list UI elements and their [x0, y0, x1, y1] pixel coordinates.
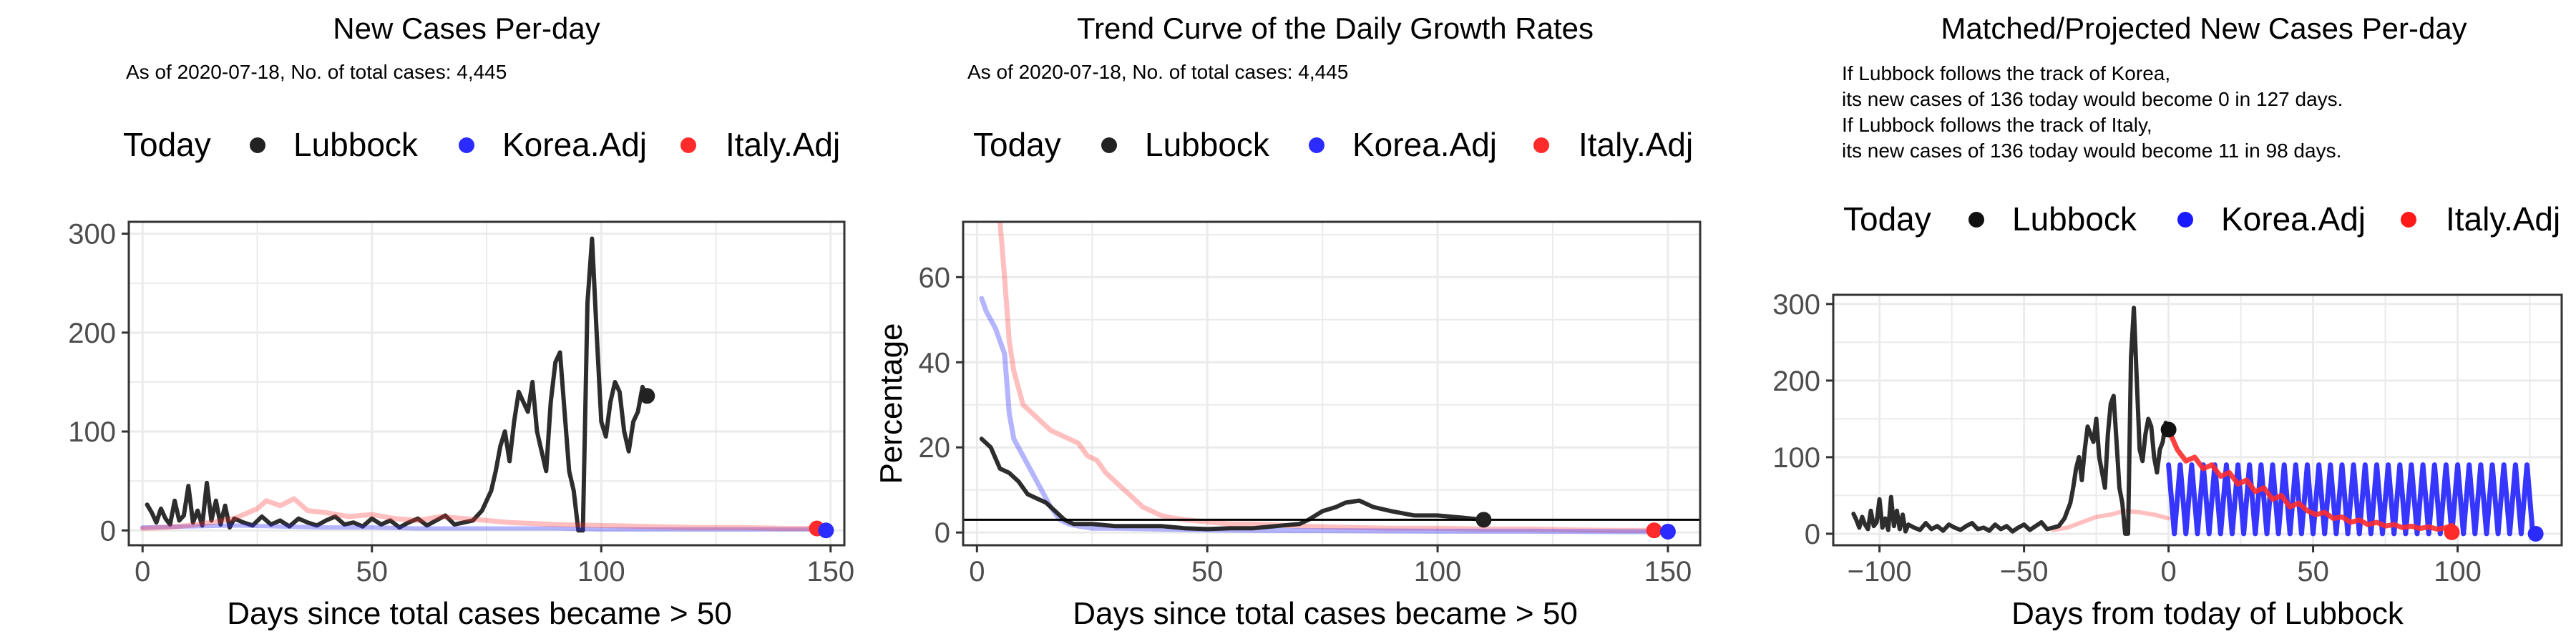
- x-axis-title: Days from today of Lubbock: [2011, 596, 2404, 631]
- plot-area-new-cases: 0 50 100 150 0 100 200 300: [68, 219, 854, 587]
- legend-italy-swatch: [680, 137, 696, 153]
- series-line-lubbock: [145, 236, 650, 533]
- y-tick-label: 300: [1772, 289, 1820, 321]
- chart-subtitle-line-2: its new cases of 136 today would become …: [1842, 88, 2343, 110]
- series-line-italy-adj: [2166, 426, 2454, 532]
- today-point-korea-adj: [1659, 523, 1676, 540]
- today-point-korea-adj: [2527, 525, 2544, 542]
- x-tick-label: 50: [1191, 556, 1224, 587]
- plot-frame: [1832, 293, 2563, 547]
- chart-subtitle: As of 2020-07-18, No. of total cases: 4,…: [967, 61, 1348, 83]
- legend-lubbock-label: Lubbock: [293, 126, 419, 163]
- x-tick-label: 0: [135, 556, 150, 587]
- today-point-italy-adj: [2444, 524, 2460, 540]
- y-tick-label: 100: [68, 416, 116, 448]
- series-line-italy-adj: [997, 222, 1671, 533]
- y-tick-label: 20: [919, 432, 951, 464]
- today-point-italy-adj: [1646, 522, 1662, 539]
- legend-korea-swatch: [2177, 212, 2193, 228]
- x-tick-label: 0: [969, 556, 985, 587]
- chart-panel-growth-rates: Trend Curve of the Daily Growth Rates As…: [874, 11, 1702, 631]
- series-line-italy-adj: [140, 496, 834, 531]
- series-line-italy-adj: [2051, 508, 2171, 532]
- legend-korea-swatch: [1309, 137, 1324, 153]
- y-tick-label: 300: [68, 219, 116, 250]
- legend: Today Lubbock Korea.Adj Italy.Adj: [123, 126, 840, 163]
- y-tick-label: 0: [100, 515, 116, 547]
- legend-italy-label: Italy.Adj: [2446, 200, 2560, 238]
- gridlines: [963, 222, 1700, 545]
- x-tick-label: −100: [1848, 556, 1912, 587]
- legend-korea-label: Korea.Adj: [1352, 126, 1497, 163]
- plot-area-growth-rates: 0 50 100 150 0 20 40 60: [919, 220, 1702, 587]
- legend-lubbock-label: Lubbock: [1145, 126, 1270, 163]
- legend-italy-label: Italy.Adj: [1579, 126, 1693, 163]
- legend: Today Lubbock Korea.Adj Italy.Adj: [1843, 200, 2560, 238]
- x-axis-title: Days since total cases became > 50: [1073, 596, 1578, 631]
- x-tick-label: 50: [356, 556, 388, 587]
- y-tick-label: 200: [68, 318, 116, 349]
- series-group: [979, 222, 1671, 535]
- plot-frame: [127, 220, 846, 547]
- legend-korea-label: Korea.Adj: [502, 126, 647, 163]
- chart-panel-new-cases: New Cases Per-day As of 2020-07-18, No. …: [68, 11, 854, 631]
- legend-lubbock-swatch: [250, 137, 265, 153]
- legend-today-label: Today: [1843, 200, 1931, 238]
- x-tick-label: 0: [2160, 556, 2176, 587]
- y-tick-label: 40: [919, 347, 951, 379]
- today-point-lubbock: [639, 388, 655, 404]
- series-line-lubbock: [979, 436, 1486, 532]
- plot-area-projected: −100 −50 0 50 100 0 100 200 300: [1772, 289, 2563, 587]
- series-line-korea-adj: [2166, 462, 2536, 537]
- x-tick-label: 150: [1644, 556, 1692, 587]
- x-tick-label: 100: [2434, 556, 2482, 587]
- series-line-korea-adj: [979, 296, 1671, 535]
- series-line-lubbock: [1851, 306, 2171, 536]
- x-tick-label: 50: [2297, 556, 2329, 587]
- y-tick-label: 200: [1772, 366, 1820, 397]
- y-tick-label: 0: [935, 517, 950, 549]
- legend-lubbock-label: Lubbock: [2012, 200, 2137, 238]
- x-tick-label: 100: [577, 556, 625, 587]
- today-point-lubbock: [2160, 421, 2177, 438]
- chart-subtitle-line-3: If Lubbock follows the track of Italy,: [1842, 114, 2152, 136]
- chart-panel-projected: Matched/Projected New Cases Per-day If L…: [1772, 11, 2563, 631]
- chart-title: New Cases Per-day: [333, 11, 600, 45]
- legend-korea-swatch: [459, 137, 474, 153]
- plot-frame: [962, 220, 1702, 547]
- x-tick-label: 150: [806, 556, 854, 587]
- series-group: [140, 236, 834, 533]
- legend-today-label: Today: [123, 126, 211, 163]
- legend: Today Lubbock Korea.Adj Italy.Adj: [973, 126, 1693, 163]
- chart-title: Trend Curve of the Daily Growth Rates: [1077, 11, 1594, 45]
- chart-subtitle-line-1: If Lubbock follows the track of Korea,: [1842, 62, 2170, 84]
- legend-today-label: Today: [973, 126, 1061, 163]
- series-group: [1851, 306, 2536, 537]
- legend-italy-label: Italy.Adj: [726, 126, 840, 163]
- legend-lubbock-swatch: [1968, 212, 1984, 228]
- y-tick-label: 100: [1772, 442, 1820, 474]
- today-point-korea-adj: [818, 522, 834, 539]
- series-line-korea-adj: [140, 523, 833, 532]
- y-tick-label: 0: [1805, 519, 1820, 550]
- legend-korea-label: Korea.Adj: [2221, 200, 2366, 238]
- x-axis-title: Days since total cases became > 50: [227, 596, 732, 631]
- x-tick-label: 100: [1414, 556, 1462, 587]
- gridlines: [129, 222, 844, 545]
- y-axis-title: Percentage: [874, 323, 909, 484]
- chart-title: Matched/Projected New Cases Per-day: [1941, 11, 2467, 45]
- legend-italy-swatch: [1533, 137, 1549, 153]
- legend-lubbock-swatch: [1101, 137, 1117, 153]
- chart-subtitle-line-4: its new cases of 136 today would become …: [1842, 140, 2341, 162]
- y-tick-label: 60: [919, 262, 951, 293]
- chart-subtitle: As of 2020-07-18, No. of total cases: 4,…: [126, 61, 507, 83]
- x-tick-label: −50: [2000, 556, 2049, 587]
- legend-italy-swatch: [2401, 212, 2416, 228]
- today-point-lubbock: [1475, 512, 1492, 528]
